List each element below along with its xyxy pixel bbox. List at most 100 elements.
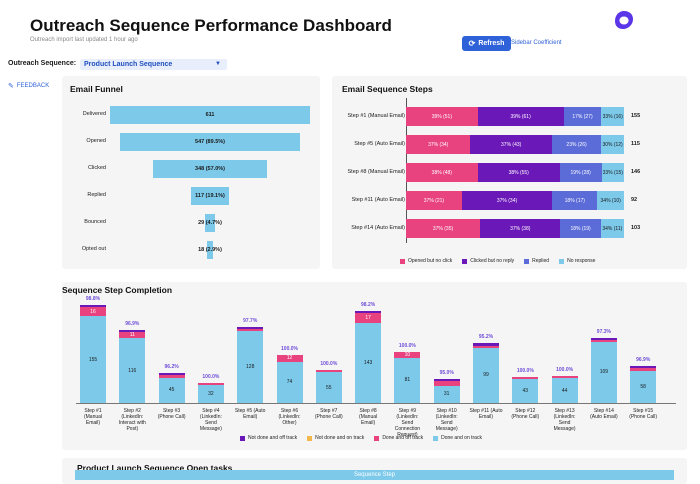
funnel-row: Bounced 29 (4.7%) [62,214,320,232]
completion-category-line: (LinkedIn: [396,414,419,420]
completion-category-line: Message) [199,426,222,432]
completion-category-line: Step #11 (Auto [469,408,503,414]
completion-segment [355,311,382,314]
completion-segment [158,375,185,378]
legend-swatch [400,258,405,264]
completion-category-line: Send [401,420,414,426]
completion-category-label: Step #14 (Auto Email) [584,408,624,420]
legend-label: Done and on track [441,435,482,441]
sequence-select[interactable]: Product Launch Sequence ▼ [80,59,227,70]
funnel-row: Clicked 348 (57.0%) [62,160,320,178]
completion-segment: 116 [119,338,146,403]
legend-swatch [559,258,565,264]
steps-segment: 34% (11) [600,219,624,238]
completion-column: 128 97.7% Step #5 (Auto Email) [235,282,266,450]
steps-segment: 37% (34) [461,191,553,210]
completion-percent-label: 96.2% [164,364,179,370]
completion-segment [433,381,460,386]
completion-segment: 12 [276,354,303,362]
completion-segment [590,339,617,342]
steps-segment: 23% (26) [551,135,602,154]
funnel-row: Opened 547 (89.5%) [62,133,320,151]
legend-item: Not done and on track [307,435,364,441]
steps-bar: 37% (21) 37% (34) 18% (17) 34% (10) [406,191,624,210]
completion-column: 109 97.3% Step #14 (Auto Email) [590,282,618,450]
completion-category-line: (Manual [83,414,103,420]
completion-category-line: Step #15 [633,408,654,414]
sequence-select-value: Product Launch Sequence [84,61,173,68]
completion-column: 99 95.2% Step #11 (Auto Email) [470,282,503,450]
completion-category-label: Step #7 (Phone Call) [309,408,349,420]
funnel-bar [205,214,215,232]
completion-category-line: Post) [126,426,139,432]
completion-percent-label: 98.2% [361,302,376,309]
completion-segment [237,329,264,332]
page-title: Outreach Sequence Performance Dashboard [30,16,392,35]
funnel-value-label: 18 (2.9%) [198,247,222,253]
completion-category-label: Step #13 (LinkedIn: Send Message) [545,408,585,432]
completion-column: 74 12 100.0% Step #6 (LinkedIn: Other) [276,282,303,450]
completion-segment: 99 [473,347,499,403]
completion-segment [590,337,617,340]
completion-category-label: Step #8 (Manual Email) [348,408,388,426]
completion-percent-label: 98.8% [85,296,101,303]
steps-segment: 18% (17) [552,191,598,210]
steps-total: 146 [631,169,641,175]
feedback-link[interactable]: ✎ FEEDBACK [8,82,49,90]
completion-segment: 155 [80,316,106,403]
steps-label: Step #5 (Auto Email) [354,141,405,147]
completion-category-line: Message) [553,426,576,432]
completion-category-label: Step #1 (Manual Email) [73,408,113,426]
funnel-label: Bounced [84,219,106,225]
funnel-bar [207,241,213,259]
feedback-icon: ✎ [8,83,14,90]
legend-swatch [307,435,313,441]
completion-category-line: (Phone Call) [629,414,658,420]
open-tasks-title: Product Launch Sequence Open tasks [77,463,233,473]
steps-row: Step #11 (Auto Email) 37% (21) 37% (34) 18%… [332,191,687,210]
sidebar-coefficient-link[interactable]: Sidebar Coefficient [511,40,562,46]
completion-segment [119,329,146,332]
steps-label: Step #14 (Auto Email) [351,225,405,231]
steps-total: 115 [631,141,640,147]
completion-category-line: (LinkedIn: [199,414,222,420]
completion-category-line: Step #1 [84,408,102,414]
funnel-value-label: 348 (57.0%) [195,166,225,172]
legend-swatch [462,258,468,264]
completion-column: 143 17 98.2% Step #8 (Manual Email) [355,282,382,450]
legend-item: No response [559,258,595,264]
completion-column: 43 100.0% Step #12 (Phone Call) [511,282,539,450]
sequence-step-completion-title: Sequence Step Completion [62,285,173,295]
completion-category-label: Step #10 (LinkedIn: Send Message) [427,408,467,432]
completion-category-line: Step #7 [320,408,338,414]
steps-segment: 39% (51) [406,107,478,126]
completion-category-label: Step #6 (LinkedIn: Other) [270,408,310,426]
completion-category-line: Step #2 [123,408,141,414]
completion-segment: 109 [590,341,617,403]
completion-segment: 58 [630,370,657,403]
steps-segment: 34% (10) [597,191,624,210]
completion-segment: 31 [433,385,460,403]
completion-segment [433,379,460,382]
completion-percent-label: 95.2% [478,333,494,340]
legend-swatch [240,435,245,441]
steps-label: Step #8 (Manual Email) [347,169,405,175]
steps-row: Step #14 (Auto Email) 37% (35) 37% (38) 18%… [332,219,687,238]
completion-percent-label: 95.0% [439,370,454,377]
steps-segment: 37% (34) [406,135,471,154]
completion-category-line: (Phone Call) [157,414,186,420]
completion-category-line: (Manual [359,414,378,420]
completion-category-line: Step #3 [162,408,181,414]
chevron-down-icon: ▼ [215,61,221,67]
legend-item: Not done and off track [240,435,297,441]
completion-category-line: Step #12 [515,408,536,414]
completion-segment: 143 [355,322,382,403]
open-tasks-panel: Product Launch Sequence Open tasks Seque… [62,458,687,484]
completion-percent-label: 100.0% [398,343,416,350]
completion-segment: 43 [512,378,539,403]
completion-category-label: Step #12 (Phone Call) [505,408,545,420]
refresh-button[interactable]: ⟳ Refresh [462,36,511,51]
completion-category-line: (LinkedIn: [435,414,458,420]
legend-item: Done and off track [374,435,423,441]
completion-percent-label: 100.0% [281,345,298,352]
